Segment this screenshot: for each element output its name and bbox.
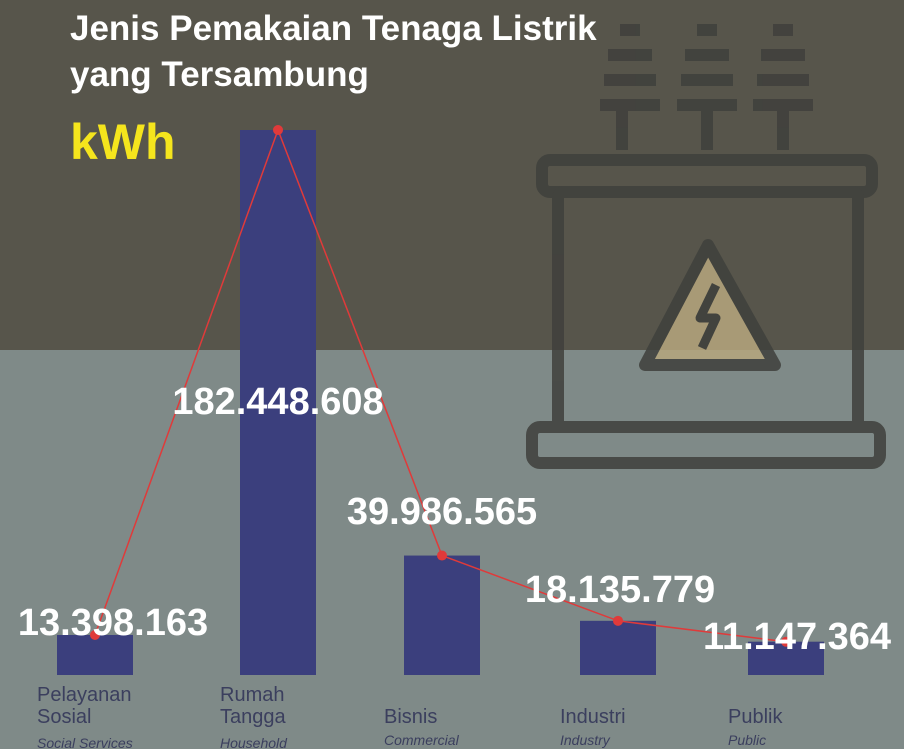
value-label: 182.448.608 bbox=[172, 381, 384, 423]
trend-point bbox=[90, 629, 100, 640]
bar bbox=[240, 130, 316, 675]
bar bbox=[580, 620, 656, 675]
value-label: 11.147.364 bbox=[702, 616, 892, 658]
transformer-icon bbox=[526, 24, 886, 469]
value-label: 18.135.779 bbox=[524, 569, 716, 611]
trend-point bbox=[613, 615, 623, 626]
bar bbox=[748, 641, 824, 675]
bar bbox=[57, 634, 133, 675]
background-bottom bbox=[0, 350, 904, 749]
trend-point bbox=[781, 636, 791, 647]
category-label-en: Commercial bbox=[384, 732, 459, 748]
category-label-en: Industry bbox=[560, 732, 610, 748]
category-label-en: Household bbox=[220, 735, 287, 749]
category-label-en: Social Services bbox=[37, 735, 133, 749]
background-top bbox=[0, 0, 904, 350]
category-label: Bisnis bbox=[384, 706, 438, 728]
value-label: 13.398.163 bbox=[17, 602, 209, 644]
category-label-en: Public bbox=[728, 732, 767, 748]
category-label: Publik bbox=[728, 706, 783, 728]
trend-point bbox=[273, 125, 283, 135]
insulators bbox=[600, 24, 813, 150]
value-label: 39.986.565 bbox=[346, 491, 538, 533]
category-label: Rumah Tangga bbox=[220, 684, 286, 728]
category-label: Pelayanan Sosial bbox=[37, 684, 132, 728]
plot-area bbox=[57, 125, 824, 675]
trend-point bbox=[437, 550, 447, 561]
category-label: Industri bbox=[560, 706, 626, 728]
chart-title: Jenis Pemakaian Tenaga Listrik yang Ters… bbox=[70, 9, 597, 94]
bar bbox=[404, 555, 480, 675]
unit-label: kWh bbox=[70, 114, 176, 170]
